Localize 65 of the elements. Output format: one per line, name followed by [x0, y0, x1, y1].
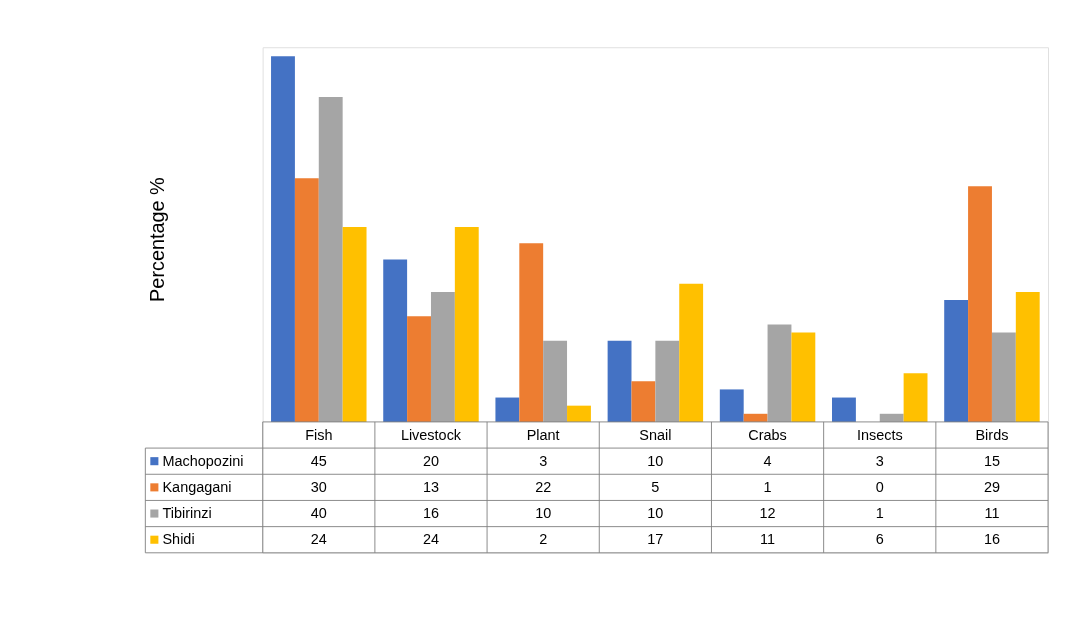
bar — [631, 381, 656, 422]
bar — [991, 332, 1016, 422]
x-tick-label: Fish — [305, 426, 333, 443]
bar — [383, 259, 408, 422]
data-label: 5 — [651, 478, 660, 495]
bar — [607, 340, 632, 422]
data-label: 3 — [875, 452, 884, 469]
data-label: 1 — [763, 478, 772, 495]
data-label: 11 — [984, 505, 1000, 522]
data-label: 20 — [422, 452, 440, 469]
data-label: 40 — [310, 505, 327, 522]
bar — [271, 56, 295, 422]
x-tick-label: Crabs — [748, 426, 787, 443]
data-label: 10 — [647, 505, 664, 522]
bar — [719, 389, 744, 422]
legend-label: Shidi — [162, 531, 195, 548]
legend-label: Tibirinzi — [162, 505, 212, 522]
bar — [454, 226, 479, 422]
bar — [944, 300, 969, 422]
data-label: 10 — [647, 452, 664, 469]
data-label: 10 — [535, 505, 552, 522]
data-label: 11 — [760, 531, 776, 548]
data-label: 22 — [535, 478, 552, 495]
bar — [495, 397, 520, 422]
data-label: 0 — [875, 478, 884, 495]
bar — [968, 186, 992, 422]
data-label: 1 — [875, 505, 884, 522]
bar — [543, 340, 568, 422]
data-label: 16 — [983, 531, 1000, 548]
data-label: 15 — [983, 452, 1000, 469]
legend-label: Machopozini — [162, 452, 244, 469]
bar — [318, 96, 343, 422]
bar — [679, 283, 704, 422]
bar — [430, 291, 455, 422]
data-label: 3 — [539, 452, 548, 469]
bar — [903, 373, 928, 422]
data-label: 6 — [875, 531, 884, 548]
y-axis-title: Percentage % — [145, 177, 168, 302]
data-label: 29 — [983, 478, 1000, 495]
bar — [407, 316, 431, 422]
data-label: 24 — [422, 531, 440, 548]
bar — [655, 340, 680, 422]
data-label: 13 — [422, 478, 440, 495]
data-label: 12 — [759, 505, 776, 522]
x-tick-label: Insects — [856, 426, 903, 443]
x-tick-label: Livestock — [400, 426, 462, 443]
legend-label: Kangagani — [162, 478, 232, 495]
bar — [519, 243, 544, 422]
data-label: 45 — [310, 452, 327, 469]
data-label: 30 — [310, 478, 327, 495]
data-label: 2 — [539, 531, 548, 548]
data-label: 16 — [422, 505, 440, 522]
bar — [342, 226, 367, 422]
x-tick-label: Birds — [975, 426, 1009, 443]
bar — [294, 178, 319, 422]
bar — [567, 405, 591, 422]
x-tick-label: Snail — [639, 426, 672, 443]
x-tick-label: Plant — [526, 426, 560, 443]
bar — [767, 324, 792, 422]
bar — [1015, 291, 1040, 422]
bar — [832, 397, 856, 422]
data-label: 4 — [763, 452, 772, 469]
bar — [791, 332, 816, 422]
data-label: 24 — [310, 531, 327, 548]
data-label: 17 — [647, 531, 664, 548]
